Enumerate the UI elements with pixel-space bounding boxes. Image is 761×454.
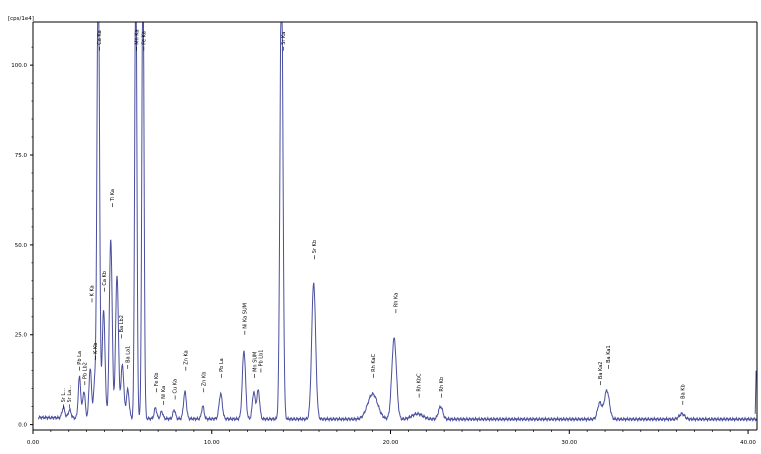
annotation-label-20: Mn SUM	[252, 352, 258, 372]
y-tick-label-2: 50.0	[15, 243, 28, 249]
annotation-label-5: K Kb	[93, 343, 99, 354]
annotation-label-24: Rh KaC	[371, 353, 377, 371]
annotation-label-11: Mn Ka	[134, 29, 140, 44]
annotation-label-17: Zn Kb	[201, 372, 207, 387]
x-tick-label-2: 20.00	[383, 440, 399, 446]
y-tick-label-3: 75.0	[15, 153, 28, 159]
annotation-label-16: Zn Ka	[183, 350, 189, 364]
annotation-label-6: Ca Ka	[97, 30, 103, 44]
annotation-label-2: Pb La	[77, 351, 83, 365]
annotation-label-21: Pb Lb1	[259, 350, 265, 367]
x-tick-label-0: 0.00	[27, 440, 40, 446]
annotation-label-30: Ba Kb	[680, 384, 686, 399]
annotation-label-19: Ni Ka SUM	[242, 303, 248, 329]
x-tick-label-3: 30.00	[561, 440, 577, 446]
annotation-label-8: Ti Ka	[110, 189, 116, 202]
annotation-label-7: Ca Kb	[102, 271, 108, 286]
annotation-label-28: Ba Ka2	[598, 362, 604, 380]
annotation-label-22: Sr Ka	[281, 32, 287, 45]
annotation-label-29: Ba Ka1	[606, 345, 612, 363]
annotation-label-26: Rh KbC	[417, 373, 423, 392]
annotation-label-1: Sr La...	[67, 385, 73, 403]
y-tick-label-1: 25.0	[15, 333, 28, 339]
annotation-label-12: Fe Ka	[141, 31, 147, 45]
spectrum-trace	[37, 21, 758, 423]
y-tick-label-4: 100.0	[11, 63, 27, 69]
annotation-label-13: Fe Kb	[154, 373, 160, 387]
x-tick-label-1: 10.00	[204, 440, 220, 446]
y-axis-label: [cps/1e4]	[8, 16, 34, 22]
annotation-label-23: Sr Kb	[312, 240, 318, 253]
annotation-label-27: Rh Kb	[439, 377, 445, 392]
annotation-label-10: Ba La1	[125, 346, 131, 363]
annotation-label-9: Ba Lb2	[119, 315, 125, 332]
annotation-label-14: Ni Ka	[161, 386, 167, 399]
y-tick-label-0: 0.0	[18, 423, 27, 429]
annotation-label-18: Pb La	[219, 358, 225, 372]
trace-edge	[754, 370, 757, 414]
annotation-label-15: Cu Ka	[173, 379, 179, 394]
annotation-label-0: Sr L...	[61, 388, 67, 403]
annotation-label-25: Rh Ka	[393, 293, 399, 308]
annotation-label-4: K Ka	[90, 285, 96, 296]
annotation-label-3: Pb Lb2	[82, 362, 88, 379]
x-tick-label-4: 40.00	[740, 440, 756, 446]
